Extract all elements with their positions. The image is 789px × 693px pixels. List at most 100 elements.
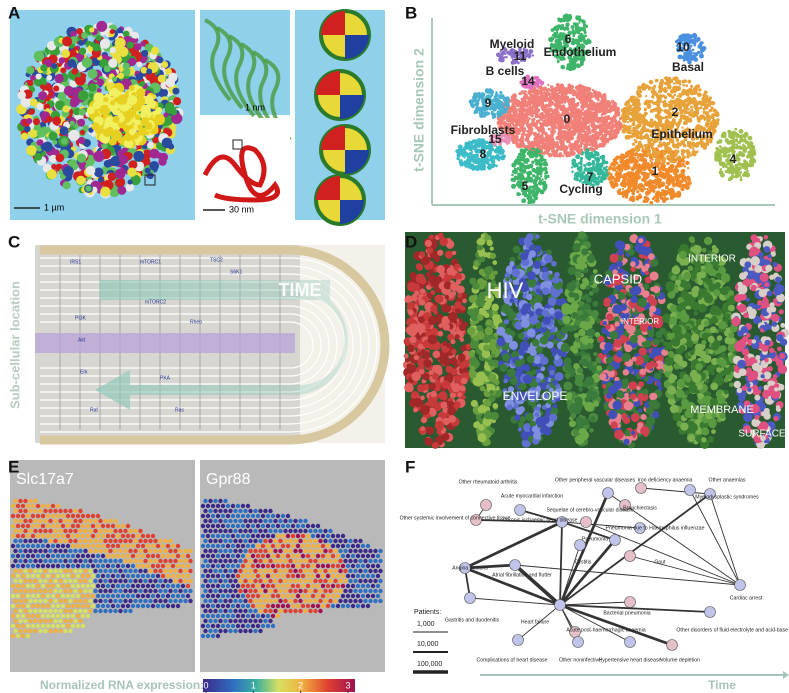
dot <box>728 139 734 145</box>
dot <box>727 167 730 171</box>
dot <box>690 44 693 47</box>
dot <box>581 85 585 89</box>
dot <box>685 160 690 166</box>
dot <box>531 105 535 109</box>
dot <box>659 178 662 182</box>
dot <box>676 194 679 197</box>
dot <box>52 139 58 145</box>
dot <box>557 113 562 118</box>
dot <box>92 43 101 52</box>
dot <box>584 34 587 38</box>
dot <box>690 39 694 44</box>
dot <box>539 162 544 166</box>
dot <box>557 111 560 114</box>
dot <box>561 141 565 146</box>
dot <box>96 88 102 93</box>
dot <box>504 110 508 114</box>
dot <box>697 92 702 98</box>
dot <box>668 93 672 98</box>
dot <box>114 37 126 49</box>
dot <box>570 166 574 169</box>
dot <box>621 128 627 134</box>
dot <box>87 68 98 79</box>
dot <box>586 88 590 92</box>
dot <box>646 165 651 170</box>
dot <box>528 104 532 107</box>
dot <box>61 137 68 145</box>
dot <box>703 145 707 149</box>
dot <box>535 143 541 148</box>
dot <box>707 104 710 107</box>
dot <box>663 197 668 201</box>
dot <box>566 63 570 68</box>
dot <box>70 99 79 108</box>
dot <box>475 154 479 158</box>
dot <box>68 129 80 141</box>
dot <box>691 32 697 38</box>
dot <box>499 90 503 95</box>
dot <box>580 105 584 109</box>
dot <box>107 172 117 182</box>
dot <box>553 33 559 39</box>
dot <box>489 157 494 162</box>
dot <box>525 123 531 128</box>
dot <box>35 80 41 87</box>
dot <box>700 51 703 54</box>
dot <box>706 118 711 123</box>
dot <box>28 108 35 115</box>
dot <box>70 30 77 38</box>
dot <box>537 138 543 143</box>
dot <box>677 79 682 84</box>
dot <box>547 88 551 92</box>
dot <box>578 32 581 35</box>
dot <box>588 111 593 117</box>
dot <box>697 119 701 123</box>
dot <box>670 159 675 164</box>
dot <box>644 111 648 115</box>
quad <box>340 200 364 224</box>
dot <box>530 189 533 193</box>
dot <box>570 97 574 101</box>
dot <box>633 177 637 181</box>
dot <box>654 92 659 97</box>
dot <box>551 142 556 147</box>
dot <box>538 168 542 172</box>
dot <box>695 150 699 154</box>
dot <box>531 100 537 106</box>
dot <box>544 144 548 148</box>
dot <box>62 105 70 113</box>
dot <box>703 117 707 121</box>
dot <box>626 179 631 184</box>
dot <box>532 131 538 137</box>
dot <box>119 167 125 173</box>
dot <box>609 107 613 112</box>
dot <box>676 100 681 105</box>
dot <box>699 106 703 110</box>
dot <box>641 86 647 91</box>
dot <box>557 122 562 127</box>
dot <box>657 106 662 111</box>
dot <box>92 101 101 110</box>
dot <box>636 163 641 169</box>
dot <box>605 100 611 106</box>
dot <box>657 121 660 124</box>
dot <box>93 150 105 163</box>
dot <box>540 99 545 103</box>
dot <box>651 86 656 91</box>
dot <box>524 147 528 152</box>
dot <box>685 33 691 39</box>
dot <box>683 112 686 115</box>
dot <box>549 147 552 150</box>
dot <box>591 124 596 128</box>
dot <box>634 110 639 115</box>
dot <box>55 100 65 111</box>
dot <box>694 103 699 108</box>
dot <box>666 141 671 146</box>
dot <box>611 166 617 172</box>
dot <box>540 104 544 108</box>
dot <box>714 151 718 154</box>
dot <box>78 40 84 46</box>
dot <box>605 120 609 124</box>
panel-b: t-SNE dimension 1t-SNE dimension 2 012456… <box>411 13 775 227</box>
dot <box>737 140 742 145</box>
